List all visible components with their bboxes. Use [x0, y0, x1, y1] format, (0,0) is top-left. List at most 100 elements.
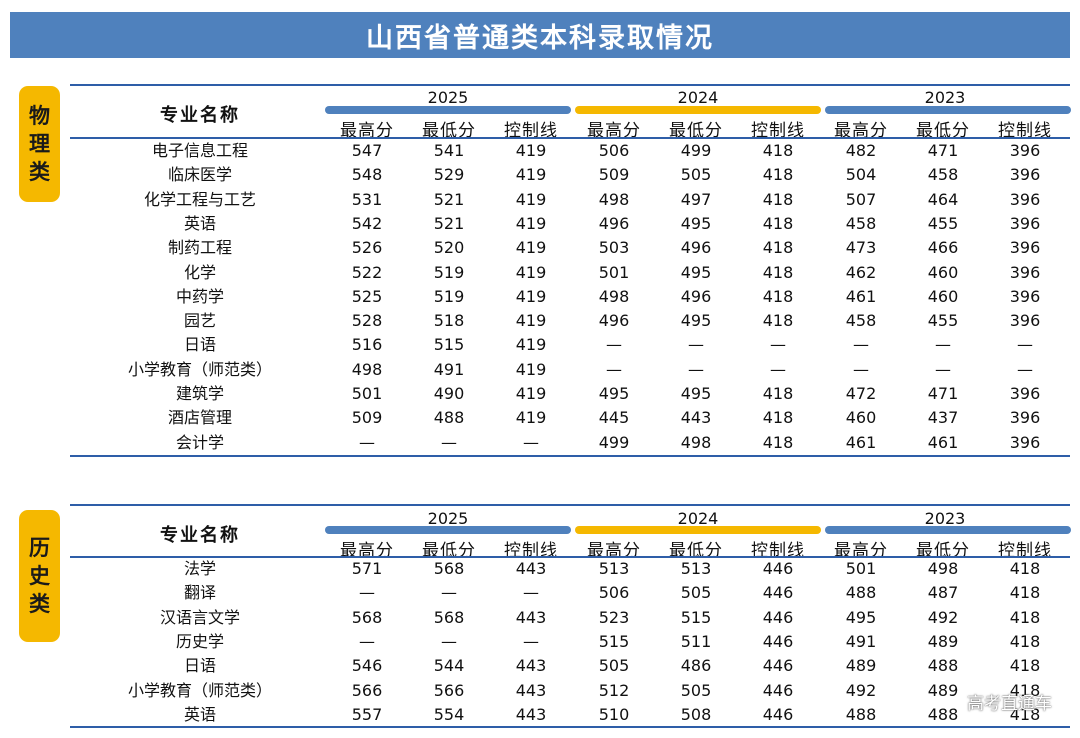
score-cell: 491: [845, 631, 877, 651]
score-cell: 418: [1009, 704, 1041, 724]
subheader-min: 最低分: [669, 121, 723, 141]
subheader-control: 控制线: [751, 121, 805, 141]
year-header-2025: 2025: [427, 509, 469, 528]
score-cell: 461: [845, 432, 877, 452]
score-cell: 487: [927, 583, 959, 603]
table-row: 英语 557 554 443 510 508 446 488 488 418: [110, 703, 1070, 727]
score-cell: 418: [762, 408, 794, 428]
score-cell: 443: [680, 408, 712, 428]
score-cell: 473: [845, 238, 877, 258]
table-top-rule: [70, 504, 1070, 506]
score-cell: 488: [845, 704, 877, 724]
score-cell: 458: [845, 311, 877, 331]
score-cell: 466: [927, 238, 959, 258]
score-cell: 505: [680, 165, 712, 185]
score-cell: 461: [845, 286, 877, 306]
score-cell: —: [606, 335, 622, 355]
score-cell: 557: [351, 704, 383, 724]
score-cell: 516: [351, 335, 383, 355]
score-cell: 501: [598, 262, 630, 282]
score-cell: 504: [845, 165, 877, 185]
score-cell: 443: [515, 680, 547, 700]
score-cell: 396: [1009, 311, 1041, 331]
score-cell: 418: [762, 384, 794, 403]
score-cell: 418: [762, 311, 794, 331]
score-cell: 501: [845, 559, 877, 578]
score-cell: 419: [515, 335, 547, 355]
score-cell: 525: [351, 286, 383, 306]
table-row: 园艺 528 518 419 496 495 418 458 455 396: [110, 309, 1070, 333]
score-cell: 419: [515, 189, 547, 209]
score-cell: 496: [598, 311, 630, 331]
year-bar-2024: [575, 526, 821, 534]
score-cell: 505: [680, 583, 712, 603]
score-cell: 495: [845, 607, 877, 627]
score-cell: 518: [433, 311, 465, 331]
major-name-cell: 园艺: [183, 311, 216, 331]
score-cell: 566: [351, 680, 383, 700]
score-cell: 499: [598, 432, 630, 452]
score-cell: 512: [598, 680, 630, 700]
score-cell: 519: [433, 286, 465, 306]
major-name-cell: 酒店管理: [167, 408, 232, 428]
score-cell: 515: [680, 607, 712, 627]
score-cell: —: [1017, 359, 1033, 379]
score-cell: —: [441, 631, 457, 651]
score-cell: 521: [433, 189, 465, 209]
section-label-char: 史: [29, 564, 50, 588]
year-bar-2023: [825, 106, 1071, 114]
score-cell: 418: [762, 238, 794, 258]
major-name-cell: 小学教育（师范类）: [127, 359, 272, 379]
score-cell: 568: [351, 607, 383, 627]
table-row: 翻译 — — — 506 505 446 488 487 418: [110, 581, 1070, 605]
score-cell: —: [688, 359, 704, 379]
score-cell: 520: [433, 238, 465, 258]
section-label-char: 物: [29, 104, 50, 128]
score-cell: —: [770, 335, 786, 355]
year-bar-2023: [825, 526, 1071, 534]
score-cell: 443: [515, 656, 547, 676]
header-rule: [70, 137, 1070, 139]
score-cell: 528: [351, 311, 383, 331]
year-header-2023: 2023: [924, 88, 966, 107]
score-cell: 396: [1009, 165, 1041, 185]
score-cell: —: [359, 432, 375, 452]
score-cell: —: [441, 583, 457, 603]
score-cell: 443: [515, 559, 547, 578]
score-cell: 541: [433, 141, 465, 160]
score-cell: 566: [433, 680, 465, 700]
score-cell: 495: [680, 384, 712, 403]
score-cell: 396: [1009, 384, 1041, 403]
score-cell: 446: [762, 607, 794, 627]
score-cell: 523: [598, 607, 630, 627]
table-bottom-rule: [70, 455, 1070, 457]
score-cell: 496: [680, 238, 712, 258]
score-cell: 505: [680, 680, 712, 700]
score-cell: 396: [1009, 262, 1041, 282]
section-label-char: 类: [29, 592, 50, 616]
score-cell: 419: [515, 359, 547, 379]
score-cell: 446: [762, 631, 794, 651]
table-row: 日语 516 515 419 — — — — — —: [110, 333, 1070, 357]
score-cell: 515: [598, 631, 630, 651]
score-cell: —: [935, 335, 951, 355]
score-cell: 526: [351, 238, 383, 258]
major-name-cell: 建筑学: [175, 384, 224, 403]
score-cell: 455: [927, 311, 959, 331]
score-cell: 443: [515, 704, 547, 724]
score-cell: 498: [927, 559, 959, 578]
score-cell: 489: [927, 631, 959, 651]
score-cell: 509: [351, 408, 383, 428]
score-cell: 418: [762, 286, 794, 306]
score-cell: 507: [845, 189, 877, 209]
score-cell: 571: [351, 559, 383, 578]
score-cell: 460: [927, 286, 959, 306]
score-cell: 446: [762, 559, 794, 578]
score-cell: 418: [762, 141, 794, 160]
year-header-2025: 2025: [427, 88, 469, 107]
score-cell: 418: [762, 189, 794, 209]
score-cell: 419: [515, 141, 547, 160]
score-cell: 554: [433, 704, 465, 724]
score-cell: 495: [680, 213, 712, 233]
table-row: 临床医学 548 529 419 509 505 418 504 458 396: [110, 163, 1070, 187]
